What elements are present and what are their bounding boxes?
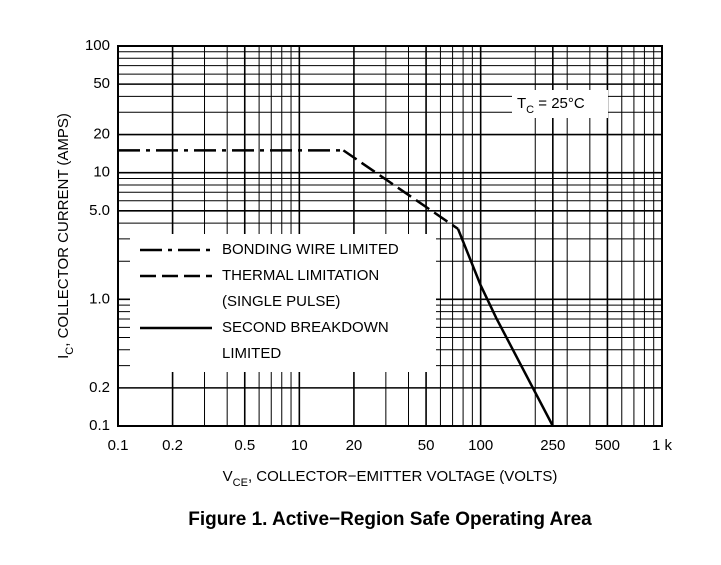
y-tick-label: 1.0	[89, 290, 110, 307]
annotation: TC = 25°C	[517, 95, 585, 116]
x-tick-label: 50	[418, 437, 435, 454]
x-tick-label: 20	[346, 437, 363, 454]
x-tick-label: 0.5	[234, 437, 255, 454]
annotation-box	[512, 90, 608, 118]
y-axis-label-main: I	[55, 355, 72, 359]
x-tick-label: 1 k	[652, 437, 673, 454]
y-tick-label: 50	[93, 75, 110, 92]
legend-box	[130, 234, 436, 372]
annotation-main: T	[517, 95, 526, 112]
legend-label: (SINGLE PULSE)	[222, 293, 340, 310]
x-axis-label: VCE, COLLECTOR−EMITTER VOLTAGE (VOLTS)	[223, 468, 558, 489]
y-axis-label: IC, COLLECTOR CURRENT (AMPS)	[55, 113, 76, 359]
legend-label: SECOND BREAKDOWN	[222, 319, 389, 336]
y-axis-label-sub: C	[64, 347, 76, 355]
curve	[342, 149, 459, 230]
y-tick-label: 0.1	[89, 417, 110, 434]
legend-label: BONDING WIRE LIMITED	[222, 241, 399, 258]
x-tick-label: 250	[540, 437, 565, 454]
x-tick-label: 0.2	[162, 437, 183, 454]
y-tick-label: 100	[85, 37, 110, 54]
x-axis-label-main: V	[223, 468, 233, 485]
overlay: BONDING WIRE LIMITED THERMAL LIMITATION (S…	[55, 90, 608, 489]
plot-border	[117, 45, 663, 427]
x-axis-label-sub: CE	[233, 477, 248, 489]
legend-label: LIMITED	[222, 345, 281, 362]
y-axis-label-rest: , COLLECTOR CURRENT (AMPS)	[55, 113, 72, 347]
x-tick-label: 10	[291, 437, 308, 454]
annotation-sub: C	[526, 104, 534, 116]
curves	[118, 149, 554, 427]
x-tick-label: 100	[468, 437, 493, 454]
curve	[456, 228, 554, 427]
legend-label: THERMAL LIMITATION	[222, 267, 379, 284]
annotation-rest: = 25°C	[534, 95, 585, 112]
x-axis-label-rest: , COLLECTOR−EMITTER VOLTAGE (VOLTS)	[248, 468, 557, 485]
y-tick-label: 10	[93, 164, 110, 181]
y-tick-label: 20	[93, 126, 110, 143]
chart-title: Figure 1. Active−Region Safe Operating A…	[188, 509, 592, 530]
x-tick-label: 0.1	[108, 437, 129, 454]
y-tick-label: 5.0	[89, 202, 110, 219]
x-tick-label: 500	[595, 437, 620, 454]
y-tick-label: 0.2	[89, 379, 110, 396]
